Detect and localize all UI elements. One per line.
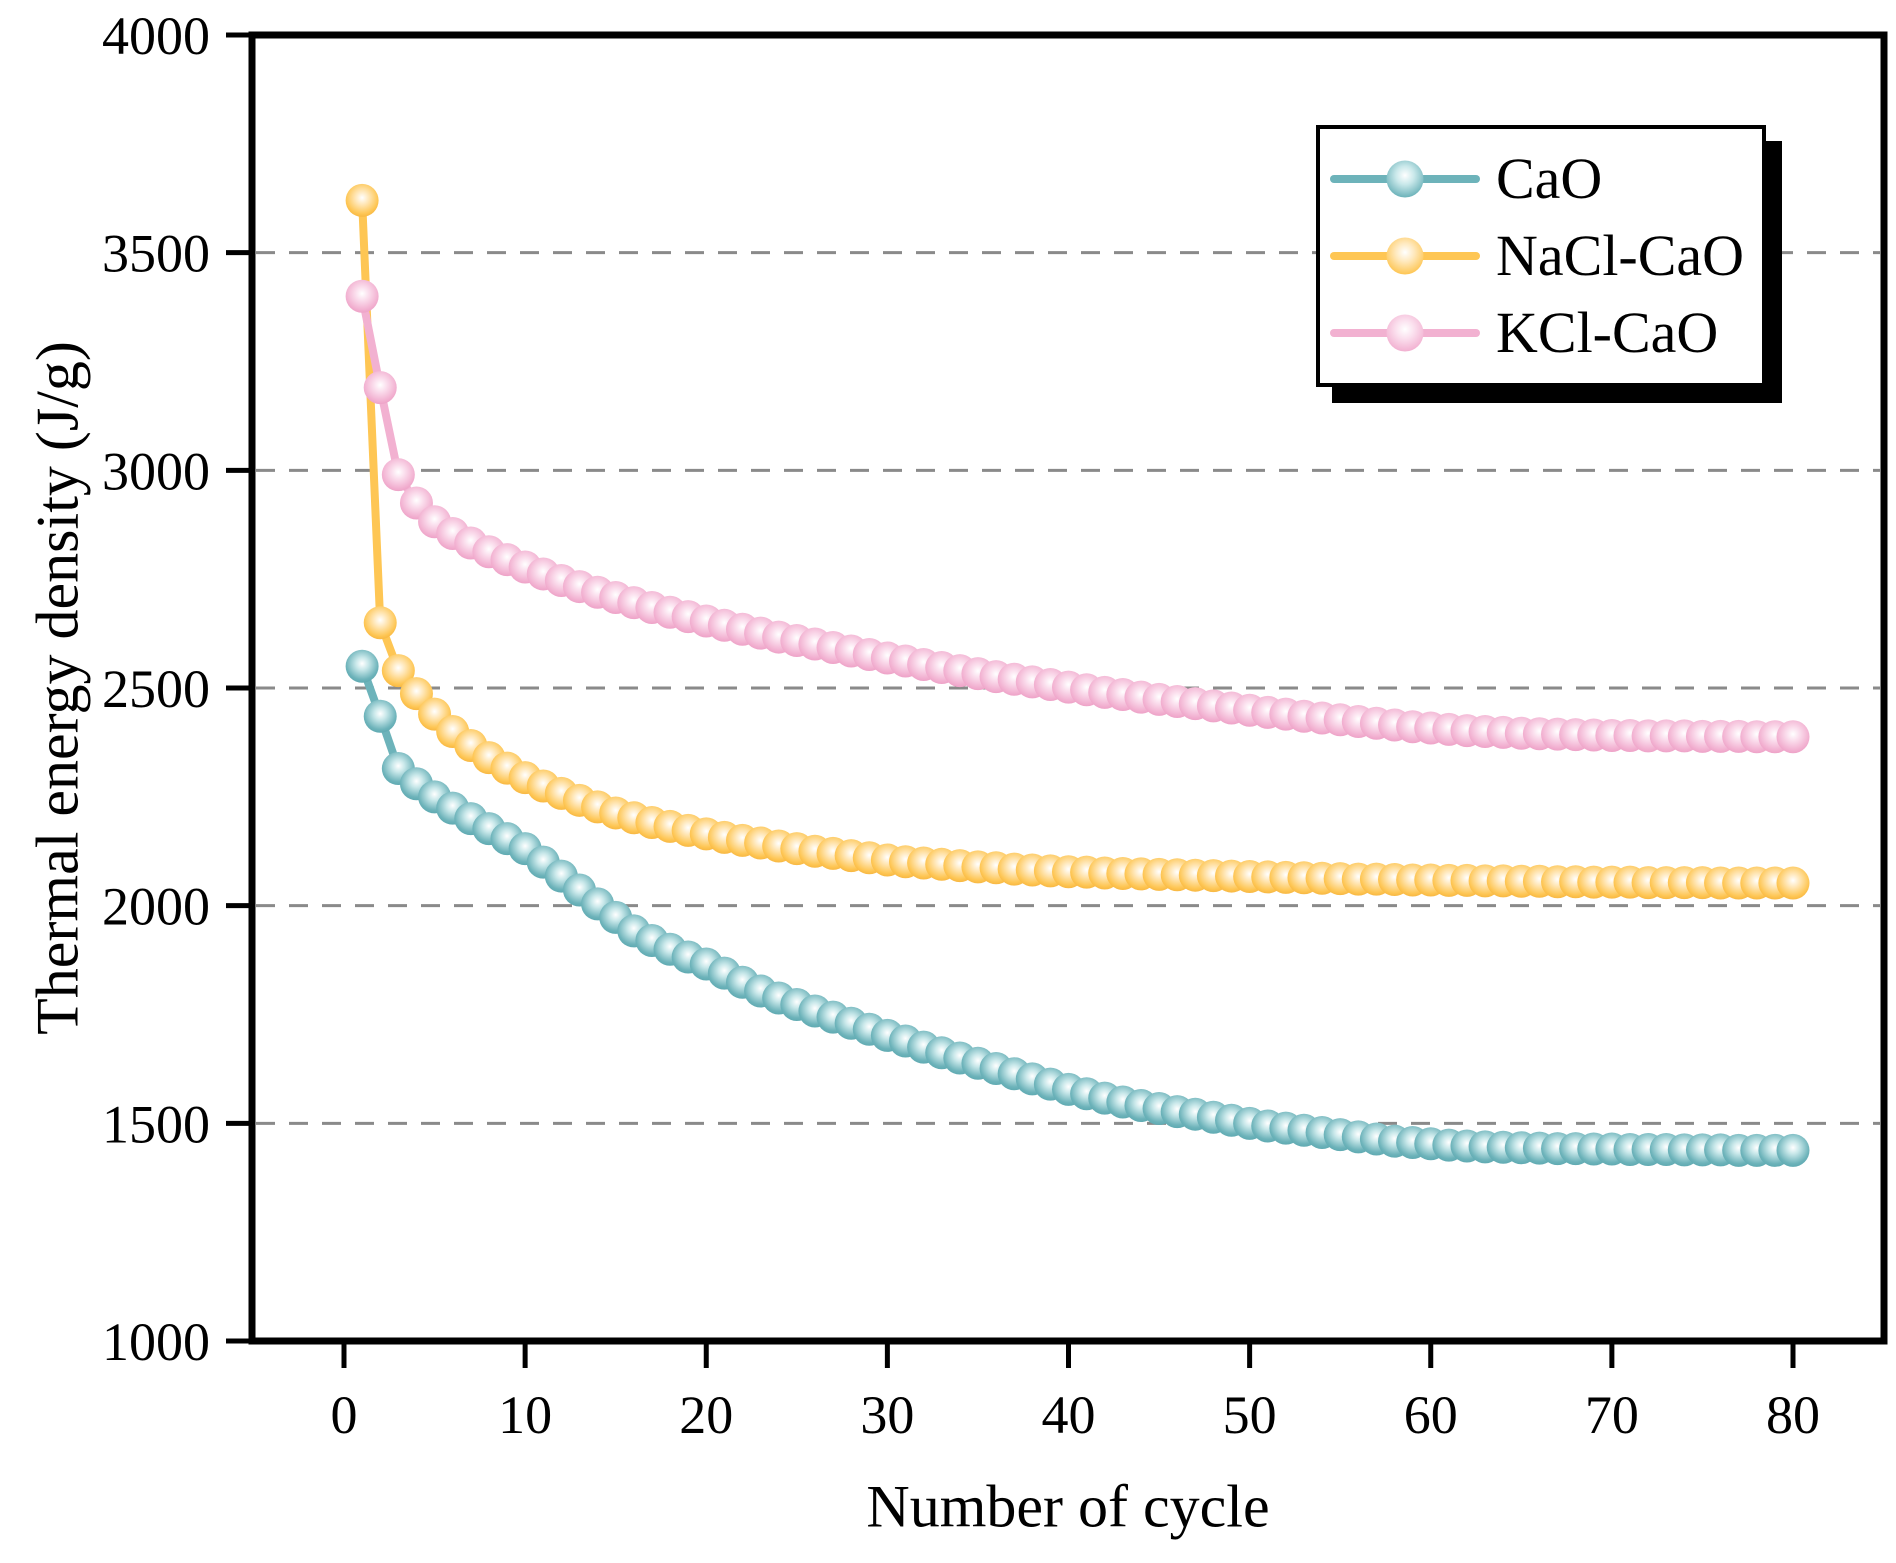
y-tick-label: 3000: [102, 441, 210, 501]
x-tick-label: 60: [1404, 1385, 1458, 1445]
x-tick-label: 70: [1585, 1385, 1639, 1445]
y-tick-label: 4000: [102, 6, 210, 66]
legend: CaO NaCl-CaO KCl-CaO: [1316, 125, 1766, 387]
nacl-cao-series-marker-icon: [1330, 237, 1480, 275]
y-tick-label: 1000: [102, 1312, 210, 1372]
x-tick-label: 10: [498, 1385, 552, 1445]
data-point: [1776, 720, 1810, 754]
data-point: [363, 606, 397, 640]
data-point: [1776, 1133, 1810, 1167]
data-point: [345, 649, 379, 683]
tick-labels: 1000 1500 2000 2500 3000 3500 4000 0 10 20 30 40 50 6…: [102, 6, 1820, 1445]
axis-ticks: [226, 32, 1796, 1368]
legend-item-nacl-cao: NaCl-CaO: [1330, 222, 1756, 288]
legend-label-cao: CaO: [1496, 146, 1603, 212]
legend-item-cao: CaO: [1330, 150, 1756, 208]
series-CaO: [345, 649, 1810, 1167]
x-tick-label: 40: [1042, 1385, 1096, 1445]
legend-label-kcl-cao: KCl-CaO: [1496, 299, 1719, 365]
data-point: [345, 279, 379, 313]
kcl-cao-series-marker-icon: [1330, 314, 1480, 352]
y-axis-title: Thermal energy density (J/g): [24, 341, 91, 1035]
data-point: [1776, 866, 1810, 900]
data-point: [363, 371, 397, 405]
x-axis-title: Number of cycle: [866, 1473, 1270, 1540]
legend-label-nacl-cao: NaCl-CaO: [1496, 222, 1745, 288]
cao-series-marker-icon: [1330, 160, 1480, 198]
x-tick-label: 20: [679, 1385, 733, 1445]
x-tick-label: 50: [1223, 1385, 1277, 1445]
x-tick-label: 80: [1766, 1385, 1820, 1445]
y-tick-label: 1500: [102, 1094, 210, 1154]
plot-frame: [248, 31, 1888, 1345]
legend-item-kcl-cao: KCl-CaO: [1330, 299, 1756, 365]
y-tick-label: 2000: [102, 877, 210, 937]
data-point: [381, 458, 415, 492]
y-tick-label: 3500: [102, 224, 210, 284]
x-tick-label: 0: [331, 1385, 358, 1445]
x-tick-label: 30: [860, 1385, 914, 1445]
series-NaCl-CaO: [345, 183, 1810, 900]
data-point: [381, 654, 415, 688]
data-point: [345, 183, 379, 217]
y-tick-label: 2500: [102, 659, 210, 719]
data-point: [363, 699, 397, 733]
series-KCl-CaO: [345, 279, 1810, 754]
